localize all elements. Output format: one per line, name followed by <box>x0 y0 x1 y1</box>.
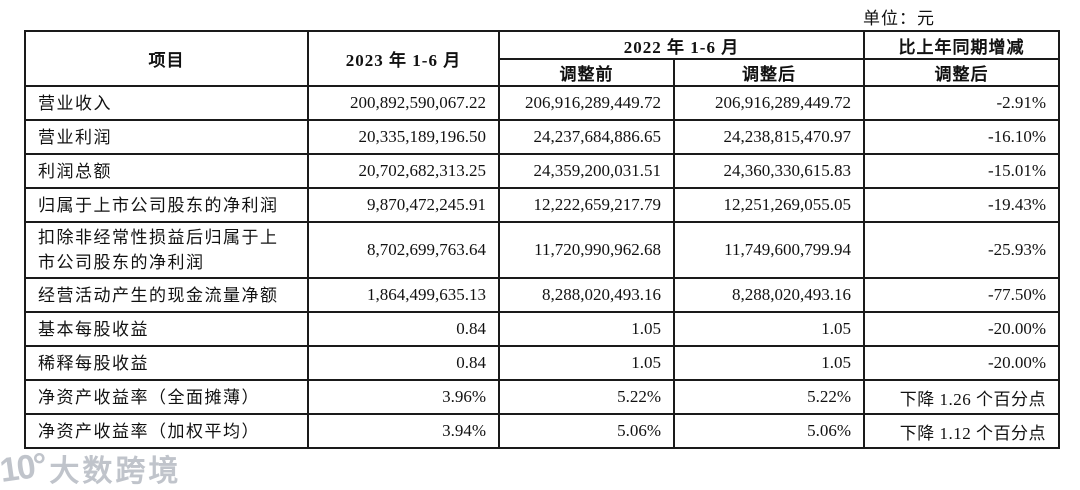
cell-before: 5.06% <box>498 413 675 449</box>
cell-after: 12,251,269,055.05 <box>672 187 866 223</box>
cell-item: 净资产收益率（加权平均） <box>24 413 309 449</box>
table-row: 营业利润 20,335,189,196.50 24,237,684,886.65… <box>24 119 1061 155</box>
cell-2023: 200,892,590,067.22 <box>307 85 500 121</box>
header-change: 比上年同期增减 <box>863 30 1061 60</box>
cell-after: 8,288,020,493.16 <box>672 277 866 313</box>
header-change-after-adjust: 调整后 <box>863 58 1061 87</box>
table-row: 净资产收益率（全面摊薄） 3.96% 5.22% 5.22% 下降 1.26 个… <box>24 379 1061 415</box>
cell-after: 24,360,330,615.83 <box>672 153 866 189</box>
header-after-adjust: 调整后 <box>672 58 866 87</box>
table-row: 扣除非经常性损益后归属于上市公司股东的净利润 8,702,699,763.64 … <box>24 221 1061 279</box>
cell-item: 经营活动产生的现金流量净额 <box>24 277 309 313</box>
table-row: 营业收入 200,892,590,067.22 206,916,289,449.… <box>24 85 1061 121</box>
cell-after: 24,238,815,470.97 <box>672 119 866 155</box>
cell-item: 净资产收益率（全面摊薄） <box>24 379 309 415</box>
cell-before: 12,222,659,217.79 <box>498 187 675 223</box>
unit-label: 单位：元 <box>863 9 935 28</box>
cell-2023: 8,702,699,763.64 <box>307 221 500 279</box>
cell-before: 24,237,684,886.65 <box>498 119 675 155</box>
cell-2023: 0.84 <box>307 345 500 381</box>
cell-item: 利润总额 <box>24 153 309 189</box>
cell-item: 营业收入 <box>24 85 309 121</box>
watermark-logo-icon: 10° <box>0 445 48 490</box>
cell-before: 11,720,990,962.68 <box>498 221 675 279</box>
watermark-text: 大数跨境 <box>49 455 182 488</box>
cell-change: -16.10% <box>863 119 1061 155</box>
cell-2023: 20,335,189,196.50 <box>307 119 500 155</box>
cell-item: 基本每股收益 <box>24 311 309 347</box>
cell-change: 下降 1.26 个百分点 <box>863 379 1061 415</box>
cell-change: -77.50% <box>863 277 1061 313</box>
cell-change: -2.91% <box>863 85 1061 121</box>
cell-after: 11,749,600,799.94 <box>672 221 866 279</box>
header-2022: 2022 年 1-6 月 <box>497 30 866 60</box>
cell-2023: 3.96% <box>307 379 500 415</box>
cell-after: 1.05 <box>672 311 866 347</box>
cell-item: 稀释每股收益 <box>24 345 309 381</box>
cell-2023: 20,702,682,313.25 <box>307 153 500 189</box>
table-row: 经营活动产生的现金流量净额 1,864,499,635.13 8,288,020… <box>24 277 1061 313</box>
cell-before: 5.22% <box>498 379 675 415</box>
cell-2023: 0.84 <box>307 311 500 347</box>
table-row: 利润总额 20,702,682,313.25 24,359,200,031.51… <box>24 153 1061 189</box>
header-item: 项目 <box>24 30 309 87</box>
cell-before: 8,288,020,493.16 <box>498 277 675 313</box>
cell-item: 营业利润 <box>24 119 309 155</box>
cell-change: -20.00% <box>863 311 1061 347</box>
cell-after: 5.06% <box>672 413 866 449</box>
cell-change: -15.01% <box>863 153 1061 189</box>
cell-before: 24,359,200,031.51 <box>498 153 675 189</box>
cell-change: -20.00% <box>863 345 1061 381</box>
cell-change: 下降 1.12 个百分点 <box>863 413 1061 449</box>
table-row: 净资产收益率（加权平均） 3.94% 5.06% 5.06% 下降 1.12 个… <box>24 413 1061 449</box>
cell-change: -25.93% <box>863 221 1061 279</box>
header-2023: 2023 年 1-6 月 <box>307 30 500 87</box>
cell-before: 1.05 <box>498 311 675 347</box>
cell-2023: 3.94% <box>307 413 500 449</box>
cell-after: 5.22% <box>672 379 866 415</box>
cell-item: 扣除非经常性损益后归属于上市公司股东的净利润 <box>24 221 309 279</box>
cell-before: 1.05 <box>498 345 675 381</box>
financial-summary-table: 项目 2023 年 1-6 月 2022 年 1-6 月 比上年同期增减 调整前… <box>24 30 1061 449</box>
cell-item: 归属于上市公司股东的净利润 <box>24 187 309 223</box>
cell-change: -19.43% <box>863 187 1061 223</box>
cell-before: 206,916,289,449.72 <box>498 85 675 121</box>
cell-after: 206,916,289,449.72 <box>672 85 866 121</box>
table-row: 基本每股收益 0.84 1.05 1.05 -20.00% <box>24 311 1061 347</box>
cell-after: 1.05 <box>672 345 866 381</box>
table-row: 归属于上市公司股东的净利润 9,870,472,245.91 12,222,65… <box>24 187 1061 223</box>
watermark: 10° 大数跨境 <box>0 446 181 490</box>
table-row: 稀释每股收益 0.84 1.05 1.05 -20.00% <box>24 345 1061 381</box>
cell-2023: 9,870,472,245.91 <box>307 187 500 223</box>
cell-2023: 1,864,499,635.13 <box>307 277 500 313</box>
header-before-adjust: 调整前 <box>498 58 675 87</box>
